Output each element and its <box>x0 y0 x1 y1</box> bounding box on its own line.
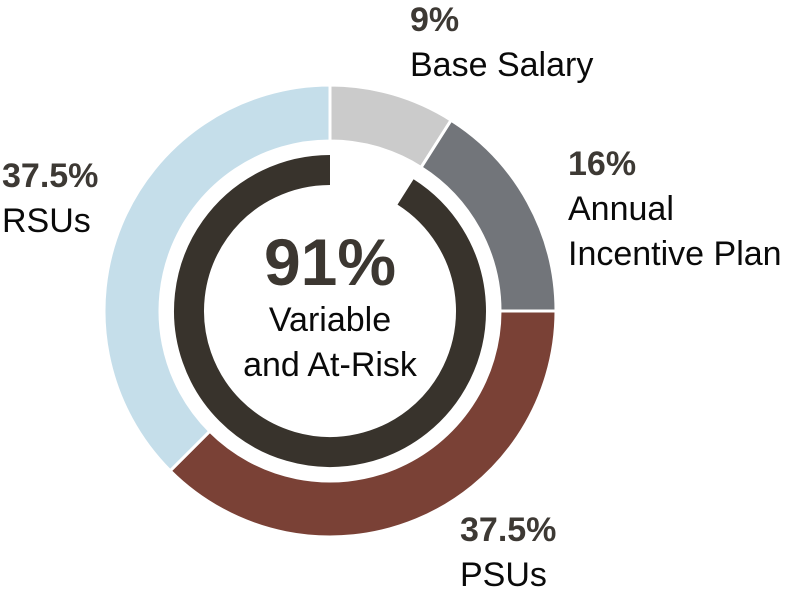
label-annual-incentive-plan: 16% Annual Incentive Plan <box>568 142 782 277</box>
donut-segment-rsus <box>102 83 332 473</box>
donut-segment-psus <box>168 309 558 539</box>
base-salary-name: Base Salary <box>410 46 594 84</box>
aip-percent: 16% <box>568 145 637 183</box>
aip-name-line-1: Annual <box>568 190 674 228</box>
center-text-line-2: and At-Risk <box>243 346 417 384</box>
center-percent: 91% <box>263 225 397 299</box>
rsus-percent: 37.5% <box>2 157 99 195</box>
center-text-line-1: Variable <box>268 301 392 339</box>
label-base-salary: 9% Base Salary <box>410 0 593 88</box>
center-label: 91% Variable and At-Risk <box>243 226 417 388</box>
label-rsus: 37.5% RSUs <box>2 154 98 244</box>
variable-at-risk-inner-ring <box>174 155 486 467</box>
psus-name: PSUs <box>460 556 547 594</box>
aip-name-line-2: Incentive Plan <box>568 235 782 273</box>
base-salary-percent: 9% <box>410 1 460 39</box>
psus-percent: 37.5% <box>460 511 557 549</box>
rsus-name: RSUs <box>2 202 91 240</box>
label-psus: 37.5% PSUs <box>460 508 556 598</box>
